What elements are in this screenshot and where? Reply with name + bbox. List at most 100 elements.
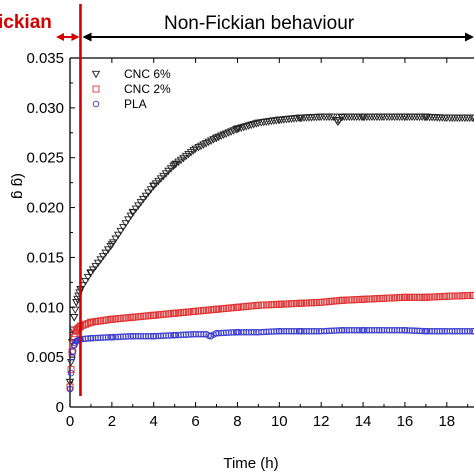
data-point bbox=[213, 329, 220, 337]
data-point bbox=[464, 327, 471, 335]
data-point bbox=[195, 330, 202, 338]
data-point bbox=[67, 369, 75, 377]
data-point bbox=[81, 278, 90, 286]
data-point bbox=[403, 327, 411, 334]
data-point bbox=[361, 326, 368, 334]
data-point bbox=[320, 327, 328, 335]
data-point bbox=[103, 246, 113, 254]
data-point bbox=[66, 383, 74, 391]
data-point bbox=[225, 329, 232, 336]
data-point bbox=[280, 327, 288, 335]
data-point bbox=[438, 327, 446, 335]
data-point bbox=[459, 327, 466, 335]
data-point bbox=[356, 326, 363, 334]
data-point bbox=[253, 328, 260, 336]
data-point bbox=[122, 333, 129, 340]
data-point bbox=[127, 333, 134, 340]
data-point bbox=[175, 331, 182, 339]
x-tick-label: 12 bbox=[313, 413, 330, 430]
legend-marker bbox=[92, 100, 100, 108]
y-tick-label: 0 bbox=[56, 399, 64, 416]
series-pla bbox=[66, 326, 474, 393]
data-point bbox=[68, 348, 76, 356]
data-point bbox=[94, 334, 102, 342]
data-point bbox=[426, 327, 433, 335]
data-point bbox=[383, 326, 391, 334]
data-point bbox=[273, 328, 280, 335]
data-point bbox=[328, 327, 335, 334]
data-point bbox=[73, 295, 82, 304]
data-point bbox=[436, 327, 443, 335]
data-point bbox=[136, 199, 145, 207]
data-point bbox=[391, 326, 398, 334]
data-point bbox=[290, 327, 298, 335]
non-fickian-region-label: Non-Fickian behaviour bbox=[164, 13, 355, 34]
data-point bbox=[293, 327, 300, 335]
data-point bbox=[132, 332, 139, 340]
x-tick-label: 18 bbox=[438, 413, 455, 430]
data-point bbox=[245, 328, 253, 336]
data-point bbox=[283, 327, 290, 335]
region-arrows bbox=[56, 4, 474, 396]
data-point bbox=[182, 331, 190, 338]
data-point bbox=[215, 329, 222, 337]
y-tick-label: 0.005 bbox=[26, 349, 64, 366]
data-point bbox=[114, 333, 122, 341]
y-tick-label: 0.010 bbox=[26, 299, 64, 316]
data-point bbox=[423, 327, 431, 335]
data-point bbox=[66, 358, 76, 367]
data-point bbox=[111, 235, 120, 244]
data-point bbox=[197, 330, 205, 338]
data-point bbox=[222, 329, 230, 337]
data-point bbox=[112, 333, 119, 341]
data-point bbox=[71, 306, 80, 315]
data-point bbox=[363, 326, 371, 334]
non-fickian-arrow-left-head bbox=[82, 32, 92, 42]
series-cnc-6 bbox=[65, 113, 474, 387]
data-point bbox=[451, 327, 458, 335]
y-tick-label: 0.035 bbox=[26, 50, 64, 67]
data-point bbox=[140, 332, 147, 340]
data-point bbox=[386, 326, 393, 334]
x-tick-label: 8 bbox=[233, 413, 241, 430]
data-point bbox=[97, 334, 104, 341]
data-point bbox=[139, 195, 148, 204]
legend-marker bbox=[92, 85, 100, 93]
data-point bbox=[70, 314, 79, 322]
data-point bbox=[285, 327, 293, 335]
data-point bbox=[248, 328, 255, 336]
data-point bbox=[82, 320, 89, 328]
data-point bbox=[469, 114, 474, 123]
data-point bbox=[338, 326, 346, 334]
data-point bbox=[67, 366, 75, 374]
data-point bbox=[303, 327, 310, 335]
data-point bbox=[83, 273, 93, 282]
data-point bbox=[263, 328, 270, 336]
data-point bbox=[212, 134, 221, 143]
data-point bbox=[278, 327, 285, 335]
data-point bbox=[431, 327, 438, 335]
data-point bbox=[119, 333, 127, 340]
data-point bbox=[91, 263, 100, 271]
fickian-region-label: ickian bbox=[0, 12, 52, 33]
data-point bbox=[121, 220, 130, 228]
data-point bbox=[129, 332, 137, 340]
legend-marker bbox=[91, 70, 101, 79]
data-point bbox=[150, 332, 157, 340]
data-point bbox=[155, 332, 162, 340]
data-point bbox=[252, 120, 261, 128]
data-point bbox=[298, 327, 305, 335]
data-point bbox=[87, 334, 95, 342]
data-point bbox=[99, 334, 107, 341]
data-point bbox=[348, 326, 356, 334]
data-point bbox=[406, 327, 413, 334]
data-point bbox=[330, 327, 338, 334]
data-point bbox=[260, 328, 268, 336]
data-point bbox=[124, 333, 132, 340]
data-point bbox=[134, 332, 142, 340]
data-point bbox=[98, 253, 108, 261]
data-point bbox=[129, 208, 138, 217]
data-point bbox=[418, 327, 426, 335]
data-point bbox=[227, 329, 235, 336]
